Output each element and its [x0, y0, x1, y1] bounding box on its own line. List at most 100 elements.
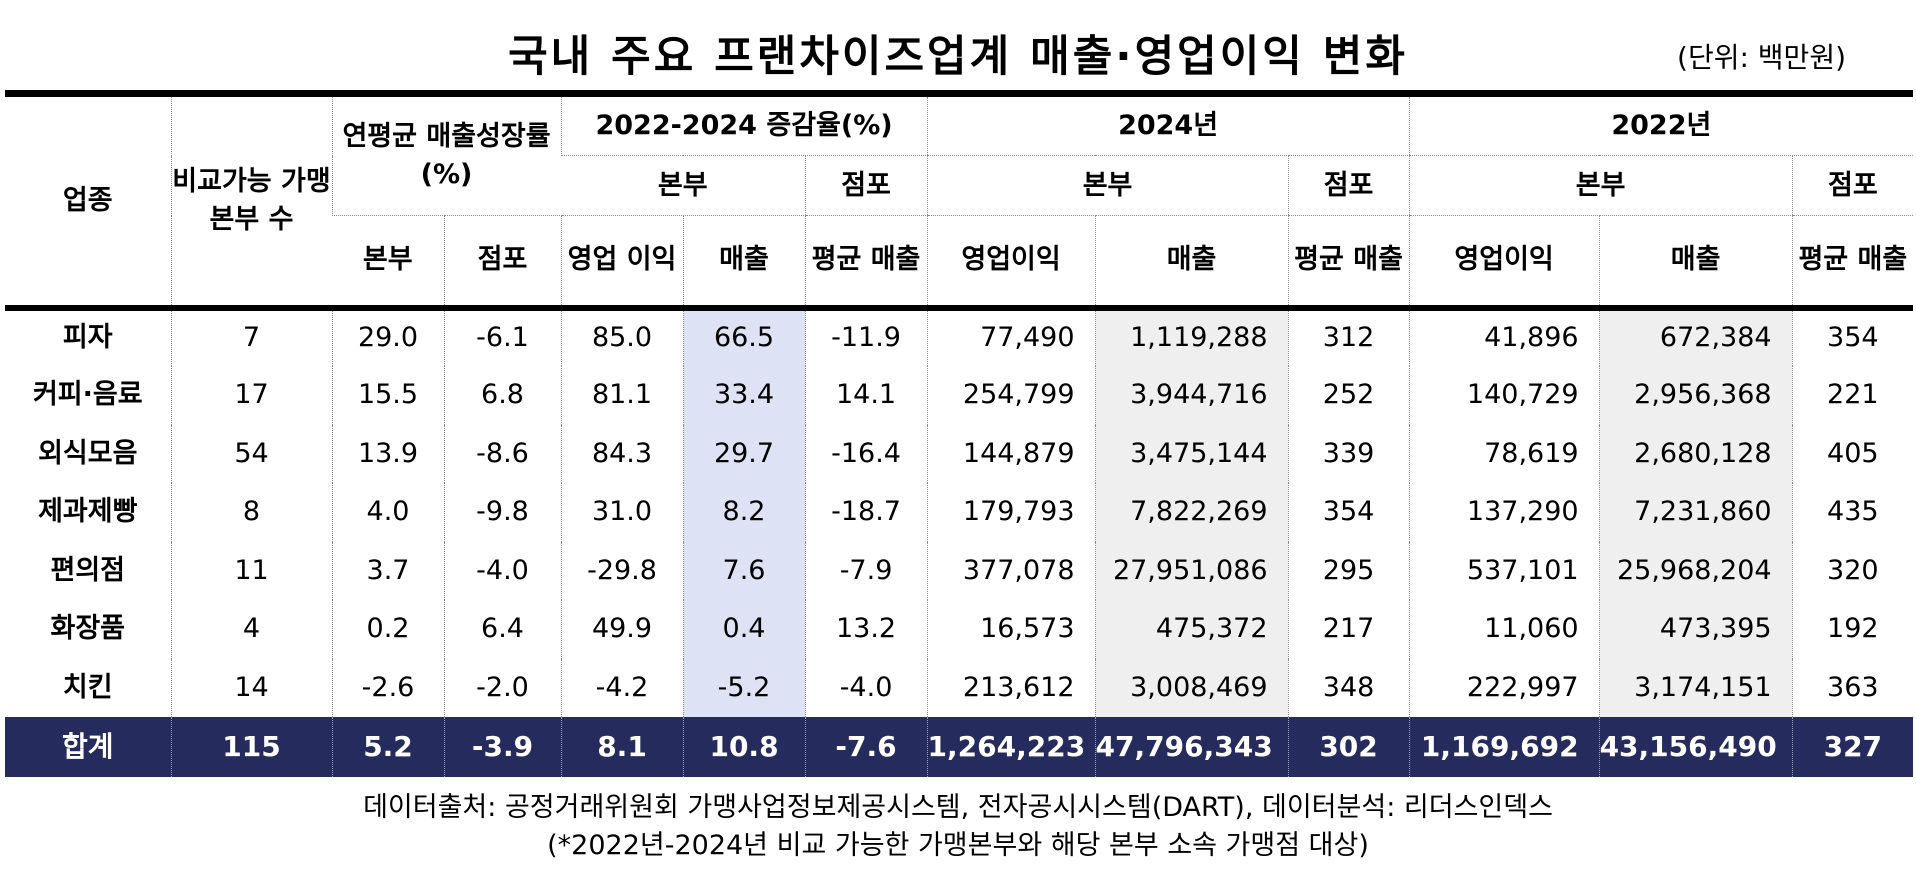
cell-chg-sales: 33.4: [682, 366, 806, 425]
cell-avg22: 405: [1791, 424, 1914, 483]
cell-cagr-hq: -2.6: [331, 658, 444, 717]
cell-chg-sales: 7.6: [682, 541, 806, 600]
cell-sales22: 2,956,368: [1598, 366, 1793, 425]
cell-op22: 41,896: [1408, 307, 1600, 366]
header-2022-hq: 본부: [1408, 155, 1793, 216]
cell-op22: 140,729: [1408, 366, 1600, 425]
table-row: 외식모음 54 13.9 -8.6 84.3 29.7 -16.4 144,879 3,475,…: [5, 424, 1914, 483]
cell-cagr-hq: 29.0: [331, 307, 444, 366]
header-2022-avg-sales: 평균 매출: [1791, 215, 1914, 311]
header-change-avg-sales: 평균 매출: [804, 215, 928, 311]
cell-cagr-store: -4.0: [443, 541, 562, 600]
cell-chg-avg: -11.9: [804, 307, 928, 366]
total-row: 합계 115 5.2 -3.9 8.1 10.8 -7.6 1,264,223 47,796,3…: [5, 717, 1914, 777]
cell-avg24: 252: [1287, 366, 1410, 425]
cell-op24: 254,799: [926, 366, 1096, 425]
cell-cagr-store: 6.8: [443, 366, 562, 425]
cell-avg22: 192: [1791, 600, 1914, 659]
cell-cagr-hq: 0.2: [331, 600, 444, 659]
cell-chg-op: -29.8: [560, 541, 684, 600]
cell-cagr-store: -2.0: [443, 658, 562, 717]
cell-op24: 77,490: [926, 307, 1096, 366]
cell-op24: 1,264,223: [926, 717, 1096, 777]
cell-hq-count: 8: [170, 483, 332, 542]
cell-chg-avg: -7.6: [804, 717, 928, 777]
cell-chg-avg: 13.2: [804, 600, 928, 659]
cell-name: 편의점: [50, 554, 126, 586]
cell-avg24: 339: [1287, 424, 1410, 483]
table-row: 화장품 4 0.2 6.4 49.9 0.4 13.2 16,573 475,372 217 11,…: [5, 600, 1914, 659]
cell-chg-avg: -4.0: [804, 658, 928, 717]
cell-cagr-hq: 3.7: [331, 541, 444, 600]
header-change-op-income: 영업 이익: [560, 215, 684, 311]
cell-name: 치킨: [62, 671, 113, 703]
cell-op22: 1,169,692: [1408, 717, 1600, 777]
cell-sales24: 3,008,469: [1094, 658, 1289, 717]
cell-avg22: 363: [1791, 658, 1914, 717]
cell-chg-sales: 10.8: [682, 717, 806, 777]
cell-avg24: 302: [1287, 717, 1410, 777]
unit-label: (단위: 백만원): [1677, 41, 1846, 74]
header-2022-op-income: 영업이익: [1408, 215, 1600, 311]
cell-sales24: 27,951,086: [1094, 541, 1289, 600]
cell-chg-op: 81.1: [560, 366, 684, 425]
cell-op24: 213,612: [926, 658, 1096, 717]
table-row: 커피·음료 17 15.5 6.8 81.1 33.4 14.1 254,799 3,944,7…: [5, 366, 1914, 425]
header-2024: 2024년: [926, 90, 1410, 156]
cell-hq-count: 115: [170, 717, 332, 777]
cell-chg-sales: 8.2: [682, 483, 806, 542]
cell-cagr-hq: 15.5: [331, 366, 444, 425]
table-row: 치킨 14 -2.6 -2.0 -4.2 -5.2 -4.0 213,612 3,008,469…: [5, 658, 1914, 717]
header-cagr: 연평균 매출성장률(%): [331, 90, 562, 216]
cell-sales24: 3,475,144: [1094, 424, 1289, 483]
cell-chg-avg: -16.4: [804, 424, 928, 483]
cell-avg22: 435: [1791, 483, 1914, 542]
table-body: 피자 7 29.0 -6.1 85.0 66.5 -11.9 77,490 1,119,288 3…: [5, 307, 1914, 777]
cell-sales22: 3,174,151: [1598, 658, 1793, 717]
cell-name: 외식모음: [38, 437, 138, 469]
cell-chg-avg: -7.9: [804, 541, 928, 600]
table-row: 제과제빵 8 4.0 -9.8 31.0 8.2 -18.7 179,793 7,822,269…: [5, 483, 1914, 542]
cell-cagr-hq: 13.9: [331, 424, 444, 483]
header-comparable-hq: 비교가능 가맹본부 수: [170, 90, 332, 311]
cell-op22: 537,101: [1408, 541, 1600, 600]
cell-chg-op: 8.1: [560, 717, 684, 777]
header-change-hq: 본부: [561, 155, 806, 216]
cell-chg-op: 49.9: [560, 600, 684, 659]
header-2022-store: 점포: [1791, 155, 1914, 216]
cell-chg-avg: 14.1: [804, 366, 928, 425]
header-2024-store: 점포: [1287, 155, 1410, 216]
header-2024-sales: 매출: [1094, 215, 1289, 311]
cell-chg-sales: -5.2: [682, 658, 806, 717]
cell-op24: 16,573: [926, 600, 1096, 659]
header-change-2022-2024: 2022-2024 증감율(%): [560, 90, 928, 156]
cell-hq-count: 54: [170, 424, 332, 483]
cell-avg24: 217: [1287, 600, 1410, 659]
header-2024-avg-sales: 평균 매출: [1287, 215, 1410, 311]
cell-avg22: 354: [1791, 307, 1914, 366]
cell-avg22: 327: [1791, 717, 1914, 777]
cell-op24: 377,078: [926, 541, 1096, 600]
footnote-source: 데이터출처: 공정거래위원회 가맹사업정보제공시스템, 전자공시시스템(DART…: [363, 792, 1553, 823]
cell-hq-count: 11: [170, 541, 332, 600]
cell-avg24: 295: [1287, 541, 1410, 600]
cell-avg24: 354: [1287, 483, 1410, 542]
cell-chg-op: 31.0: [560, 483, 684, 542]
cell-chg-sales: 0.4: [682, 600, 806, 659]
cell-hq-count: 14: [170, 658, 332, 717]
cell-hq-count: 7: [170, 307, 332, 366]
cell-cagr-store: -6.1: [443, 307, 562, 366]
cell-sales22: 672,384: [1598, 307, 1793, 366]
footnote-note: (*2022년-2024년 비교 가능한 가맹본부와 해당 본부 소속 가맹점 …: [547, 830, 1369, 861]
cell-chg-op: 84.3: [560, 424, 684, 483]
cell-sales22: 7,231,860: [1598, 483, 1793, 542]
cell-op22: 137,290: [1408, 483, 1600, 542]
cell-sales24: 1,119,288: [1094, 307, 1289, 366]
page-title: 국내 주요 프랜차이즈업계 매출·영업이익 변화: [508, 32, 1408, 82]
header-cagr-hq: 본부: [332, 215, 444, 311]
header-change-store: 점포: [804, 155, 928, 216]
header-2024-hq: 본부: [926, 155, 1289, 216]
cell-avg22: 221: [1791, 366, 1914, 425]
cell-name: 합계: [5, 717, 171, 777]
cell-avg24: 348: [1287, 658, 1410, 717]
